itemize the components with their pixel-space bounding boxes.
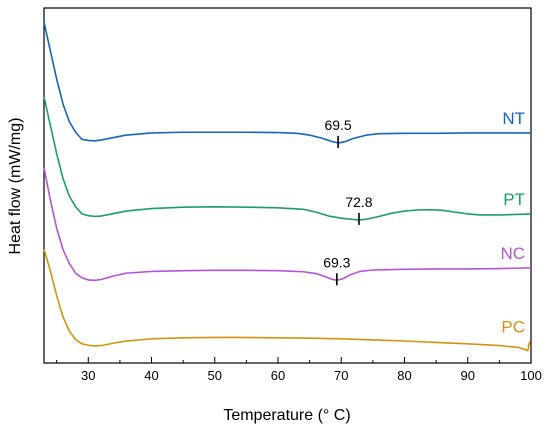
series-line-pt (43, 96, 532, 221)
x-tick-label: 50 (208, 368, 222, 383)
series-label-layer: NT PT NC PC (500, 109, 525, 337)
series-label-nc: NC (500, 244, 525, 263)
peak-label-pt: 72.8 (345, 194, 372, 210)
x-tick-label: 80 (397, 368, 411, 383)
series-layer (43, 22, 532, 352)
plot-frame (43, 7, 532, 364)
series-label-nt: NT (502, 109, 525, 128)
x-tick-label: 100 (520, 368, 542, 383)
y-axis-label: Heat flow (mW/mg) (7, 118, 24, 255)
x-tick-label: 30 (81, 368, 95, 383)
series-label-pt: PT (503, 190, 525, 209)
series-line-pc (43, 249, 531, 352)
peak-label-nc: 69.3 (323, 254, 350, 270)
x-tick-label: 90 (461, 368, 475, 383)
peak-label-nt: 69.5 (324, 117, 351, 133)
x-axis-ticks: 30 40 50 60 70 80 90 100 (56, 357, 542, 383)
series-line-nc (43, 167, 532, 282)
x-axis-label: Temperature (° C) (223, 407, 350, 424)
x-tick-label: 70 (334, 368, 348, 383)
annotation-layer: 69.5 72.8 69.3 (323, 117, 373, 286)
series-line-nt (43, 22, 531, 144)
x-tick-label: 40 (144, 368, 158, 383)
x-tick-label: 60 (271, 368, 285, 383)
series-label-pc: PC (501, 318, 525, 337)
